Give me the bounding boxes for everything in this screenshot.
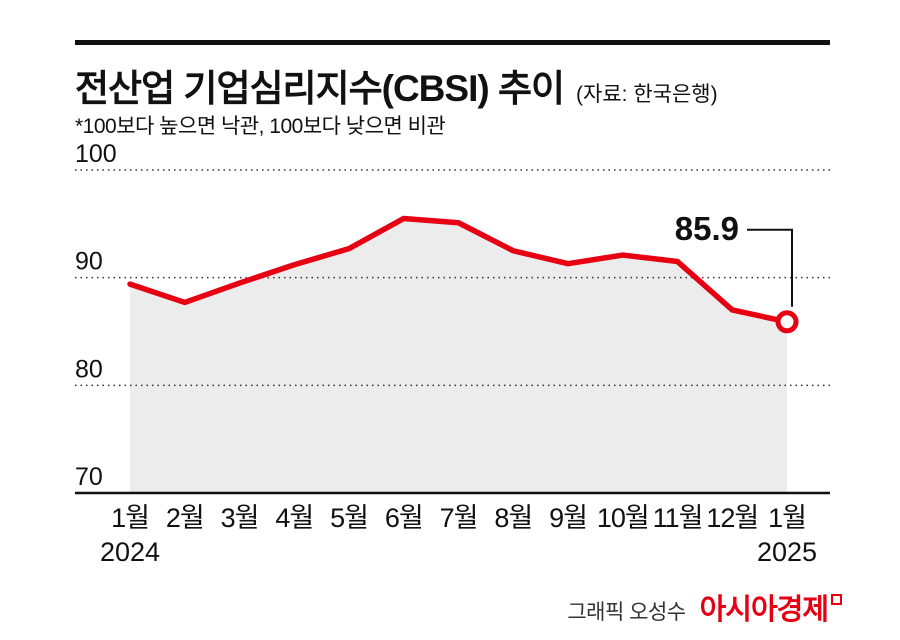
x-tick-label: 4월 [275,503,313,533]
annotation-connector [747,228,793,307]
x-tick-label: 1월 [111,503,149,533]
x-tick-label: 2월 [166,503,204,533]
x-tick-label: 11월 [653,503,703,533]
x-tick-label: 1월 [768,503,806,533]
footer: 그래픽 오성수 아시아경제 [567,586,842,628]
top-divider [75,40,830,45]
trend-line [127,215,790,325]
x-year-label: 2024 [100,537,160,567]
x-tick-label: 5월 [330,503,368,533]
x-tick-label: 7월 [440,503,478,533]
x-tick-label: 12월 [706,503,758,533]
chart-subtitle: *100보다 높으면 낙관, 100보다 낮으면 비관 [75,115,446,138]
x-tick-label: 6월 [385,503,423,533]
x-tick-label: 9월 [549,503,587,533]
y-tick-label: 80 [75,355,103,383]
brand-mark-icon [831,594,842,605]
end-point-marker [775,310,799,334]
brand-logo: 아시아경제 [700,586,842,628]
source-label: (자료: 한국은행) [576,83,718,106]
x-year-label: 2025 [757,537,817,567]
y-tick-label: 100 [75,140,117,168]
x-tick-label: 8월 [494,503,532,533]
area-fill [130,218,787,493]
y-tick-label: 90 [75,248,103,276]
x-tick-label: 10월 [597,503,649,533]
page-title: 전산업 기업심리지수(CBSI) 추이 [75,68,565,109]
x-tick-label: 3월 [221,503,259,533]
annotation-label: 85.9 [675,210,739,247]
y-tick-label: 70 [75,463,103,491]
graphic-credit: 그래픽 오성수 [567,601,686,624]
header: 전산업 기업심리지수(CBSI) 추이 (자료: 한국은행) [75,58,835,112]
brand-text: 아시아경제 [699,594,829,626]
